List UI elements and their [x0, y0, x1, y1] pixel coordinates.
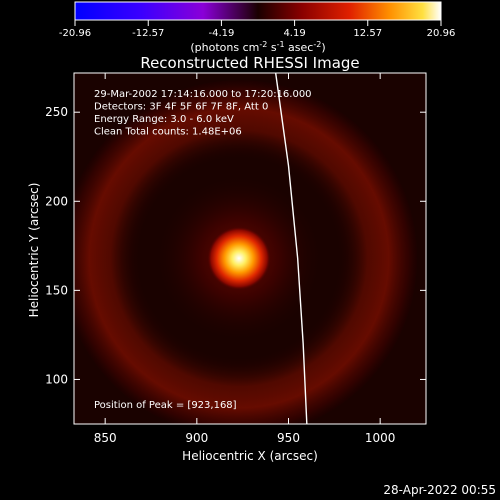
annotation-line: 29-Mar-2002 17:14:16.000 to 17:20:16.000	[94, 89, 312, 100]
y-tick-label: 150	[45, 283, 68, 297]
y-tick-label: 250	[45, 105, 68, 119]
colorbar-tick-label: -12.57	[132, 28, 164, 39]
footer-timestamp: 28-Apr-2022 00:55	[383, 483, 496, 497]
colorbar-tick-label: -4.19	[208, 28, 234, 39]
colorbar	[74, 1, 442, 21]
y-axis-label: Heliocentric Y (arcsec)	[27, 183, 41, 318]
y-tick-label: 100	[45, 372, 68, 386]
colorbar-unit-label: (photons cm-2 s-1 asec-2)	[190, 40, 325, 54]
annotation-line: Detectors: 3F 4F 5F 6F 7F 8F, Att 0	[94, 102, 268, 113]
x-tick-label: 950	[277, 431, 300, 445]
colorbar-ticks: -20.96 -12.57 -4.19 4.19 12.57 20.96	[59, 20, 455, 39]
colorbar-tick-label: 20.96	[427, 28, 456, 39]
annotations: 29-Mar-2002 17:14:16.000 to 17:20:16.000…	[94, 89, 312, 138]
annotation-line: Clean Total counts: 1.48E+06	[94, 127, 242, 138]
y-axis-ticks: 100 150 200 250	[45, 105, 426, 386]
x-axis-label: Heliocentric X (arcsec)	[182, 449, 318, 463]
y-tick-label: 200	[45, 194, 68, 208]
x-tick-label: 1000	[365, 431, 396, 445]
heatmap-layer	[74, 80, 418, 424]
plot-frame	[73, 72, 427, 425]
chart-title: Reconstructed RHESSI Image	[140, 54, 359, 72]
x-axis-ticks: 850 900 950 1000	[94, 73, 396, 445]
solar-limb-curve	[274, 73, 308, 424]
annotation-line: Energy Range: 3.0 - 6.0 keV	[94, 114, 234, 125]
x-tick-label: 900	[185, 431, 208, 445]
heatmap-image	[74, 73, 426, 424]
colorbar-tick-label: 4.19	[283, 28, 305, 39]
colorbar-tick-label: -20.96	[59, 28, 91, 39]
x-tick-label: 850	[94, 431, 117, 445]
peak-source	[207, 226, 271, 291]
peak-position-label: Position of Peak = [923,168]	[94, 400, 237, 411]
colorbar-tick-label: 12.57	[353, 28, 382, 39]
